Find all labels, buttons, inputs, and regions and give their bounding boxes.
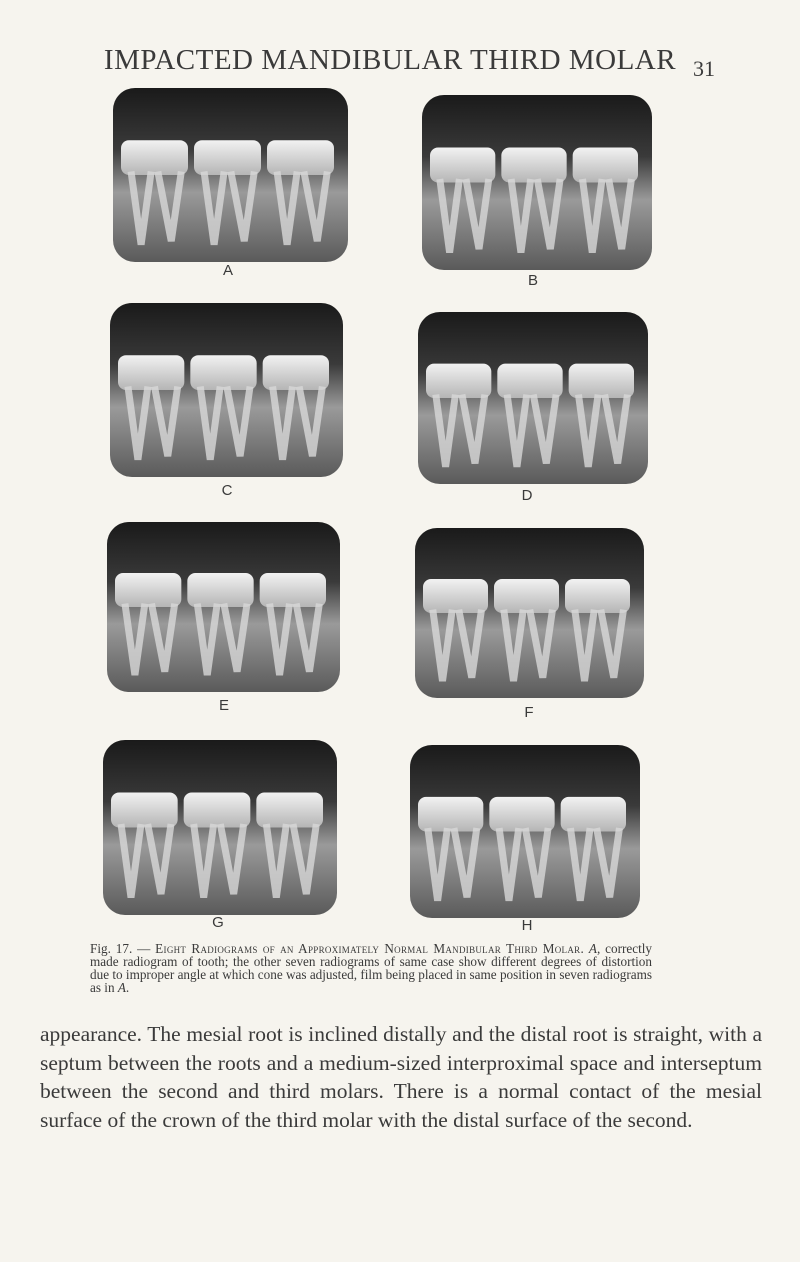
tooth-root (196, 385, 254, 461)
caption-heading: Eight Radiograms of an Approximately Nor… (155, 941, 585, 956)
tooth-crown (418, 796, 484, 832)
tooth-root (124, 385, 182, 461)
radiogram (110, 303, 343, 477)
tooth-root (266, 602, 323, 676)
figure-label: D (521, 487, 533, 504)
tooth-root (193, 602, 251, 676)
caption-text: A (117, 980, 126, 995)
tooth-root (432, 393, 489, 468)
running-title: IMPACTED MANDIBULAR THIRD MOLAR (103, 44, 677, 76)
tooth-root (117, 823, 175, 898)
tooth-crown (111, 792, 178, 828)
radiograms (103, 88, 652, 918)
tooth-root (190, 823, 248, 898)
figure-caption: Fig. 17. — Eight Radiograms of an Approx… (90, 942, 652, 994)
tooth-crown (494, 579, 559, 613)
tooth-crown (115, 573, 182, 607)
figure-label: E (218, 697, 229, 714)
tooth-root (121, 602, 179, 676)
tooth-crown (118, 355, 185, 390)
caption-text: A (588, 941, 597, 956)
tooth-root (578, 178, 635, 253)
tooth-crown (489, 796, 555, 832)
radiogram (107, 522, 340, 692)
radiogram (410, 745, 640, 918)
tooth-crown (259, 573, 326, 607)
tooth-crown (430, 147, 496, 183)
tooth-root (424, 827, 481, 902)
tooth-crown (187, 573, 254, 607)
radiogram (418, 312, 648, 484)
page-number: 31 (693, 56, 715, 81)
radiogram (103, 740, 337, 915)
tooth-crown (560, 796, 626, 832)
tooth-crown (497, 363, 563, 398)
body-paragraph: appearance. The mesial root is inclined … (40, 1022, 762, 1132)
tooth-crown (256, 792, 323, 828)
tooth-crown (426, 363, 492, 398)
tooth-root (574, 393, 631, 468)
figure-label: F (524, 704, 534, 721)
tooth-root (200, 170, 258, 246)
tooth-root (269, 385, 326, 461)
tooth-root (503, 393, 560, 468)
tooth-root (429, 608, 485, 682)
caption-text: . (125, 980, 130, 995)
tooth-crown (501, 147, 567, 183)
tooth-crown (572, 147, 638, 183)
tooth-root (262, 823, 320, 898)
tooth-root (436, 178, 493, 253)
tooth-crown (262, 355, 329, 390)
figure-label: B (527, 272, 538, 289)
tooth-root (127, 170, 185, 246)
tooth-crown (194, 140, 261, 175)
caption-number: Fig. 17. — (90, 941, 151, 956)
tooth-root (566, 827, 623, 902)
tooth-crown (423, 579, 488, 613)
tooth-crown (183, 792, 251, 828)
caption-text: , correctly made radiogram of tooth; the… (90, 941, 653, 995)
tooth-root (500, 608, 556, 682)
figure-label: C (221, 482, 233, 499)
radiogram (415, 528, 644, 698)
radiogram (113, 88, 348, 262)
tooth-crown (568, 363, 634, 398)
radiogram (422, 95, 652, 270)
tooth-crown (190, 355, 257, 390)
tooth-crown (267, 140, 334, 175)
tooth-root (273, 170, 331, 246)
tooth-crown (121, 140, 188, 175)
tooth-root (507, 178, 564, 253)
tooth-root (495, 827, 552, 902)
figure-label: H (521, 917, 533, 934)
figure-label: A (222, 262, 233, 279)
tooth-crown (565, 579, 630, 613)
figure-label: G (212, 914, 224, 931)
tooth-root (571, 608, 627, 682)
